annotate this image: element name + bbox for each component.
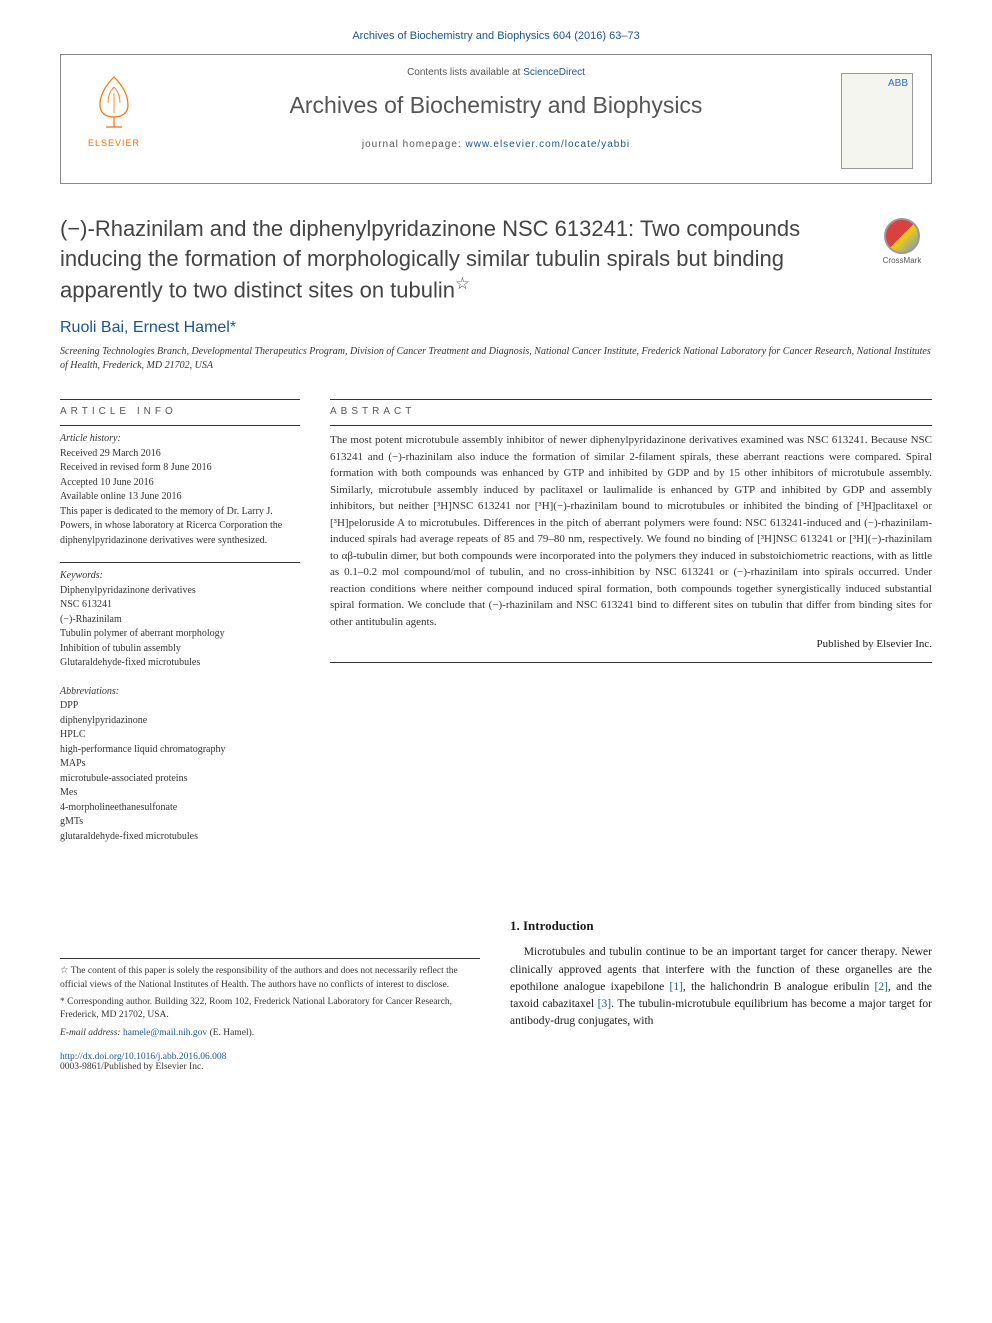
doi-link[interactable]: http://dx.doi.org/10.1016/j.abb.2016.06.… bbox=[60, 1052, 226, 1062]
email-link[interactable]: hamele@mail.nih.gov bbox=[123, 1028, 207, 1038]
abbreviations-block: Abbreviations: DPPdiphenylpyridazinoneHP… bbox=[60, 685, 300, 845]
title-text: (−)-Rhazinilam and the diphenylpyridazin… bbox=[60, 216, 800, 303]
dedication: This paper is dedicated to the memory of… bbox=[60, 505, 300, 549]
keyword-item: Diphenylpyridazinone derivatives bbox=[60, 584, 300, 599]
introduction-column: 1. Introduction Microtubules and tubulin… bbox=[510, 918, 932, 1071]
crossmark-icon bbox=[884, 218, 920, 254]
homepage-line: journal homepage: www.elsevier.com/locat… bbox=[169, 139, 823, 150]
footnote-corresponding: * Corresponding author. Building 322, Ro… bbox=[60, 996, 480, 1023]
abbrev-term: MAPs bbox=[60, 757, 300, 772]
abbrev-definition: high-performance liquid chromatography bbox=[60, 743, 300, 758]
homepage-link[interactable]: www.elsevier.com/locate/yabbi bbox=[466, 139, 631, 150]
footnotes: ☆ The content of this paper is solely th… bbox=[60, 958, 480, 1039]
journal-title: Archives of Biochemistry and Biophysics bbox=[169, 92, 823, 119]
doi-info: http://dx.doi.org/10.1016/j.abb.2016.06.… bbox=[60, 1052, 480, 1072]
abbrev-definition: diphenylpyridazinone bbox=[60, 714, 300, 729]
journal-cover-thumbnail: ABB bbox=[841, 73, 913, 169]
email-suffix: (E. Hamel). bbox=[207, 1028, 254, 1038]
affiliation: Screening Technologies Branch, Developme… bbox=[60, 345, 932, 373]
introduction-paragraph: Microtubules and tubulin continue to be … bbox=[510, 944, 932, 1030]
keyword-item: (−)-Rhazinilam bbox=[60, 613, 300, 628]
accepted-date: Accepted 10 June 2016 bbox=[60, 476, 300, 491]
intro-text-b: , the halichondrin B analogue eribulin bbox=[683, 981, 875, 993]
corresponding-mark: * bbox=[230, 319, 236, 336]
abbrev-definition: glutaraldehyde-fixed microtubules bbox=[60, 830, 300, 845]
abbrev-term: Mes bbox=[60, 786, 300, 801]
ref-3[interactable]: [3] bbox=[598, 998, 611, 1010]
keywords-label: Keywords: bbox=[60, 569, 300, 584]
ref-2[interactable]: [2] bbox=[875, 981, 888, 993]
authors-list: Ruoli Bai, Ernest Hamel bbox=[60, 319, 230, 336]
keyword-item: NSC 613241 bbox=[60, 598, 300, 613]
abbrev-definition: microtubule-associated proteins bbox=[60, 772, 300, 787]
email-label: E-mail address: bbox=[60, 1028, 123, 1038]
title-footnote-mark: ☆ bbox=[455, 275, 470, 293]
crossmark-label: CrossMark bbox=[872, 256, 932, 267]
footnote-star: ☆ The content of this paper is solely th… bbox=[60, 965, 480, 992]
revised-date: Received in revised form 8 June 2016 bbox=[60, 461, 300, 476]
article-info-column: ARTICLE INFO Article history: Received 2… bbox=[60, 393, 300, 858]
introduction-heading: 1. Introduction bbox=[510, 918, 932, 934]
elsevier-logo[interactable]: ELSEVIER bbox=[79, 73, 149, 148]
abbrev-term: DPP bbox=[60, 699, 300, 714]
keywords-block: Keywords: Diphenylpyridazinone derivativ… bbox=[60, 569, 300, 671]
abbrev-definition: 4-morpholineethanesulfonate bbox=[60, 801, 300, 816]
abstract-text: The most potent microtubule assembly inh… bbox=[330, 432, 932, 630]
online-date: Available online 13 June 2016 bbox=[60, 490, 300, 505]
sciencedirect-link[interactable]: ScienceDirect bbox=[523, 67, 585, 78]
abstract-column: ABSTRACT The most potent microtubule ass… bbox=[330, 393, 932, 858]
abbrev-term: HPLC bbox=[60, 728, 300, 743]
footnotes-column: ☆ The content of this paper is solely th… bbox=[60, 918, 480, 1071]
abstract-heading: ABSTRACT bbox=[330, 406, 932, 417]
keyword-item: Tubulin polymer of aberrant morphology bbox=[60, 627, 300, 642]
received-date: Received 29 March 2016 bbox=[60, 447, 300, 462]
article-history: Article history: Received 29 March 2016 … bbox=[60, 432, 300, 548]
crossmark-badge[interactable]: CrossMark bbox=[872, 218, 932, 267]
abbrev-term: gMTs bbox=[60, 815, 300, 830]
article-title: (−)-Rhazinilam and the diphenylpyridazin… bbox=[60, 214, 932, 305]
contents-prefix: Contents lists available at bbox=[407, 67, 523, 78]
article-info-heading: ARTICLE INFO bbox=[60, 406, 300, 417]
abbrev-label: Abbreviations: bbox=[60, 685, 300, 700]
authors: Ruoli Bai, Ernest Hamel* bbox=[60, 319, 932, 337]
contents-line: Contents lists available at ScienceDirec… bbox=[169, 67, 823, 78]
elsevier-label: ELSEVIER bbox=[79, 138, 149, 148]
history-label: Article history: bbox=[60, 432, 300, 447]
journal-header: ELSEVIER Contents lists available at Sci… bbox=[60, 54, 932, 184]
keyword-item: Glutaraldehyde-fixed microtubules bbox=[60, 656, 300, 671]
homepage-prefix: journal homepage: bbox=[362, 139, 466, 150]
elsevier-tree-icon bbox=[86, 73, 142, 129]
issn-line: 0003-9861/Published by Elsevier Inc. bbox=[60, 1062, 480, 1072]
keyword-item: Inhibition of tubulin assembly bbox=[60, 642, 300, 657]
header-citation: Archives of Biochemistry and Biophysics … bbox=[60, 30, 932, 42]
ref-1[interactable]: [1] bbox=[670, 981, 683, 993]
footnote-email: E-mail address: hamele@mail.nih.gov (E. … bbox=[60, 1027, 480, 1040]
abstract-publisher: Published by Elsevier Inc. bbox=[330, 638, 932, 650]
